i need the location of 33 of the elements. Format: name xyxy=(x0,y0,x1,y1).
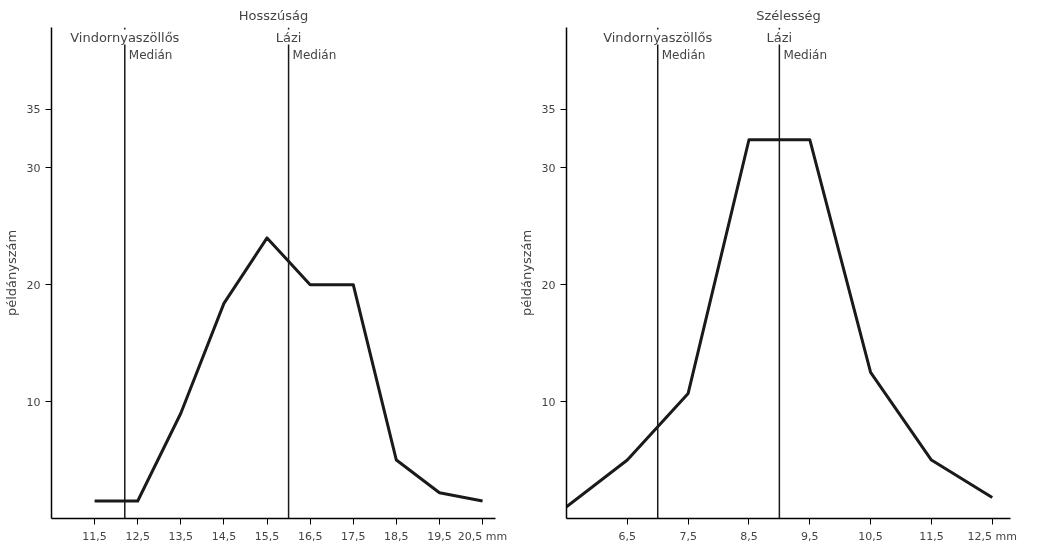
x-tick-label: 12,5 xyxy=(125,529,150,543)
x-tick-label: 7,5 xyxy=(679,529,697,543)
x-tick-label: 15,5 xyxy=(254,529,280,543)
y-axis-title: példányszám xyxy=(3,229,19,317)
chart-title: Hosszúság xyxy=(238,7,309,23)
chart-title: Szélesség xyxy=(756,7,821,23)
x-tick-label: 9,5 xyxy=(801,529,819,543)
x-tick-label: 19,5 xyxy=(427,529,452,543)
x-tick-label: 6,5 xyxy=(618,529,637,543)
y-tick-label: 35 xyxy=(26,103,41,117)
x-tick-label: 13,5 xyxy=(168,529,194,543)
y-tick-label: 20 xyxy=(541,278,556,292)
x-tick-label: 12,5 mm xyxy=(967,529,1017,543)
x-tick-label: 8,5 xyxy=(740,529,758,543)
y-tick-label: 30 xyxy=(541,161,556,175)
x-tick-label: 11,5 xyxy=(919,529,944,543)
x-tick-label: 14,5 xyxy=(211,529,237,543)
y-tick-label: 20 xyxy=(26,278,41,292)
y-tick-label: 10 xyxy=(541,395,556,409)
ref-line-label: Lázi Medián xyxy=(766,29,828,62)
ref-line-label: Vindornyaszöllős Medián xyxy=(603,29,713,62)
x-tick-label: 16,5 xyxy=(297,529,323,543)
ref-line-label: Lázi Medián xyxy=(275,29,337,62)
x-tick-label: 20,5 mm xyxy=(457,529,508,543)
y-tick-label: 10 xyxy=(26,395,41,409)
x-tick-label: 18,5 xyxy=(384,529,409,543)
x-tick-label: 17,5 xyxy=(341,529,366,543)
y-axis-title: példányszám xyxy=(518,229,534,317)
y-tick-label: 35 xyxy=(541,103,556,117)
x-tick-label: 11,5 xyxy=(82,529,107,543)
x-tick-label: 10,5 xyxy=(858,529,883,543)
y-tick-label: 30 xyxy=(26,161,41,175)
ref-line-label: Vindornyaszöllős Medián xyxy=(70,29,180,62)
